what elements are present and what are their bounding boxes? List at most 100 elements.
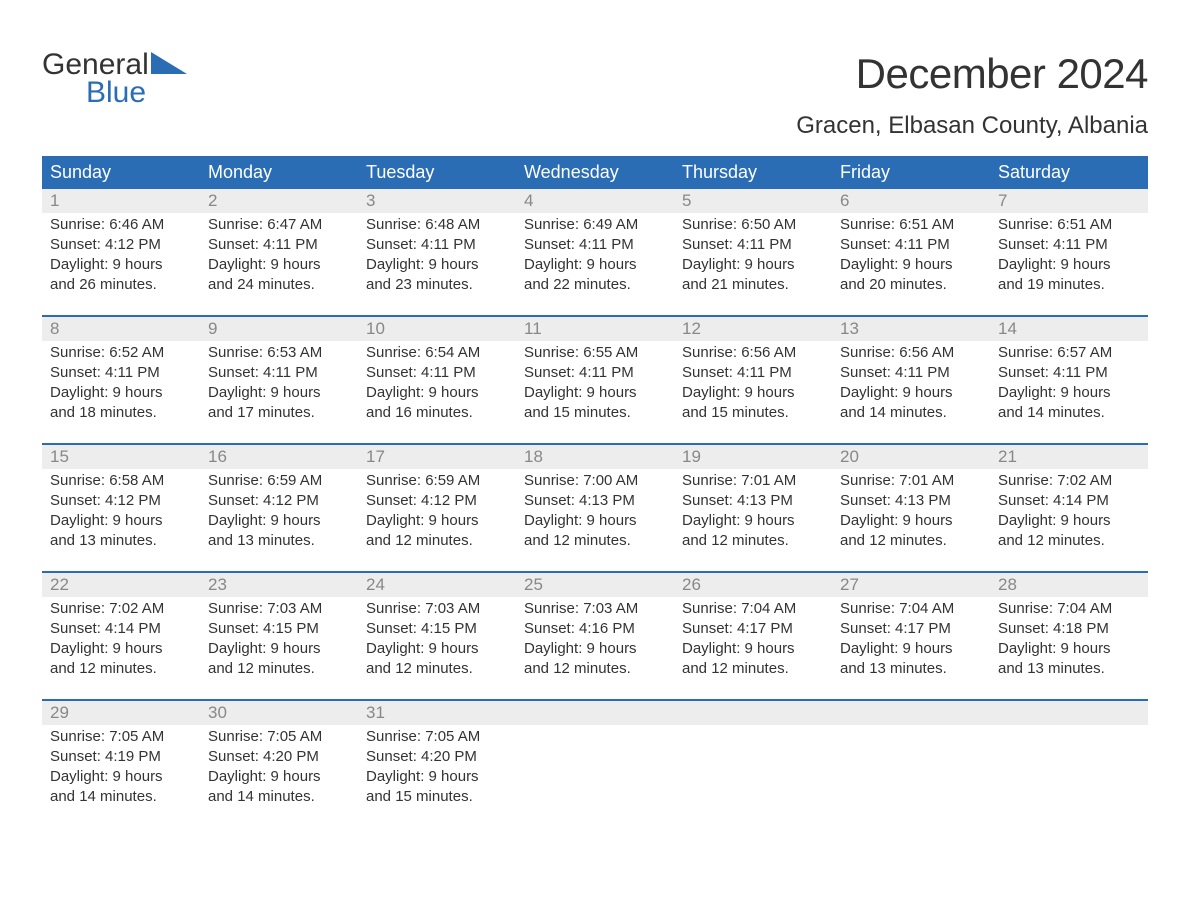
day-cell: 29Sunrise: 7:05 AMSunset: 4:19 PMDayligh… [42,701,200,827]
daynum-row: 2 [200,189,358,213]
day-d2: and 14 minutes. [50,787,192,807]
day-d2: and 18 minutes. [50,403,192,423]
weekday-cell: Tuesday [358,156,516,189]
day-sr: Sunrise: 6:50 AM [682,215,824,235]
day-cell: 1Sunrise: 6:46 AMSunset: 4:12 PMDaylight… [42,189,200,315]
day-d1: Daylight: 9 hours [840,383,982,403]
day-d1: Daylight: 9 hours [366,255,508,275]
day-d1: Daylight: 9 hours [840,511,982,531]
day-d1: Daylight: 9 hours [998,511,1140,531]
day-ss: Sunset: 4:18 PM [998,619,1140,639]
month-title: December 2024 [796,50,1148,98]
day-cell: 12Sunrise: 6:56 AMSunset: 4:11 PMDayligh… [674,317,832,443]
day-sr: Sunrise: 7:02 AM [50,599,192,619]
day-cell: 17Sunrise: 6:59 AMSunset: 4:12 PMDayligh… [358,445,516,571]
day-sr: Sunrise: 6:58 AM [50,471,192,491]
day-cell [516,701,674,827]
day-number: 8 [50,319,59,338]
day-sr: Sunrise: 7:05 AM [50,727,192,747]
weekday-cell: Thursday [674,156,832,189]
day-ss: Sunset: 4:11 PM [50,363,192,383]
weekday-cell: Wednesday [516,156,674,189]
daynum-row: 11 [516,317,674,341]
day-sr: Sunrise: 6:51 AM [998,215,1140,235]
day-cell: 23Sunrise: 7:03 AMSunset: 4:15 PMDayligh… [200,573,358,699]
day-number: 28 [998,575,1017,594]
week-row: 22Sunrise: 7:02 AMSunset: 4:14 PMDayligh… [42,571,1148,699]
day-sr: Sunrise: 7:03 AM [366,599,508,619]
day-cell: 24Sunrise: 7:03 AMSunset: 4:15 PMDayligh… [358,573,516,699]
day-cell: 20Sunrise: 7:01 AMSunset: 4:13 PMDayligh… [832,445,990,571]
day-d2: and 23 minutes. [366,275,508,295]
logo: General Blue [42,50,187,108]
day-cell: 31Sunrise: 7:05 AMSunset: 4:20 PMDayligh… [358,701,516,827]
day-ss: Sunset: 4:17 PM [840,619,982,639]
day-sr: Sunrise: 7:03 AM [524,599,666,619]
week-row: 29Sunrise: 7:05 AMSunset: 4:19 PMDayligh… [42,699,1148,827]
day-sr: Sunrise: 6:54 AM [366,343,508,363]
daynum-row: 25 [516,573,674,597]
title-block: December 2024 Gracen, Elbasan County, Al… [796,50,1148,150]
daynum-row: 8 [42,317,200,341]
daynum-row: 16 [200,445,358,469]
day-ss: Sunset: 4:11 PM [682,235,824,255]
day-sr: Sunrise: 7:01 AM [682,471,824,491]
day-d1: Daylight: 9 hours [366,383,508,403]
weekday-cell: Saturday [990,156,1148,189]
daynum-row: 3 [358,189,516,213]
daynum-row: 29 [42,701,200,725]
day-d1: Daylight: 9 hours [840,639,982,659]
day-ss: Sunset: 4:12 PM [50,235,192,255]
day-cell: 15Sunrise: 6:58 AMSunset: 4:12 PMDayligh… [42,445,200,571]
daynum-row: 15 [42,445,200,469]
day-cell: 16Sunrise: 6:59 AMSunset: 4:12 PMDayligh… [200,445,358,571]
daynum-row: 30 [200,701,358,725]
daynum-row: 17 [358,445,516,469]
day-sr: Sunrise: 6:56 AM [682,343,824,363]
day-number: 26 [682,575,701,594]
day-d1: Daylight: 9 hours [524,511,666,531]
day-ss: Sunset: 4:11 PM [998,235,1140,255]
day-number: 17 [366,447,385,466]
weekday-cell: Sunday [42,156,200,189]
day-d1: Daylight: 9 hours [682,383,824,403]
day-number [998,703,1003,722]
day-d2: and 12 minutes. [524,659,666,679]
weekday-header: SundayMondayTuesdayWednesdayThursdayFrid… [42,156,1148,189]
day-number: 15 [50,447,69,466]
daynum-row: 9 [200,317,358,341]
day-d2: and 19 minutes. [998,275,1140,295]
day-sr: Sunrise: 7:00 AM [524,471,666,491]
day-d1: Daylight: 9 hours [208,255,350,275]
week-row: 15Sunrise: 6:58 AMSunset: 4:12 PMDayligh… [42,443,1148,571]
daynum-row: 5 [674,189,832,213]
day-d1: Daylight: 9 hours [524,255,666,275]
day-number [682,703,687,722]
week-row: 8Sunrise: 6:52 AMSunset: 4:11 PMDaylight… [42,315,1148,443]
day-cell: 27Sunrise: 7:04 AMSunset: 4:17 PMDayligh… [832,573,990,699]
day-number: 19 [682,447,701,466]
day-number: 22 [50,575,69,594]
day-sr: Sunrise: 7:01 AM [840,471,982,491]
day-ss: Sunset: 4:20 PM [208,747,350,767]
daynum-row [516,701,674,725]
daynum-row: 26 [674,573,832,597]
header: General Blue December 2024 Gracen, Elbas… [42,50,1148,150]
day-d2: and 12 minutes. [50,659,192,679]
location: Gracen, Elbasan County, Albania [796,112,1148,140]
day-number: 16 [208,447,227,466]
day-d1: Daylight: 9 hours [208,639,350,659]
daynum-row: 23 [200,573,358,597]
daynum-row [990,701,1148,725]
day-d2: and 14 minutes. [840,403,982,423]
day-d2: and 15 minutes. [366,787,508,807]
day-cell: 6Sunrise: 6:51 AMSunset: 4:11 PMDaylight… [832,189,990,315]
day-d2: and 12 minutes. [682,531,824,551]
day-d1: Daylight: 9 hours [524,639,666,659]
day-d1: Daylight: 9 hours [366,511,508,531]
day-number: 21 [998,447,1017,466]
day-cell: 10Sunrise: 6:54 AMSunset: 4:11 PMDayligh… [358,317,516,443]
day-number: 27 [840,575,859,594]
day-ss: Sunset: 4:11 PM [366,363,508,383]
day-cell: 11Sunrise: 6:55 AMSunset: 4:11 PMDayligh… [516,317,674,443]
